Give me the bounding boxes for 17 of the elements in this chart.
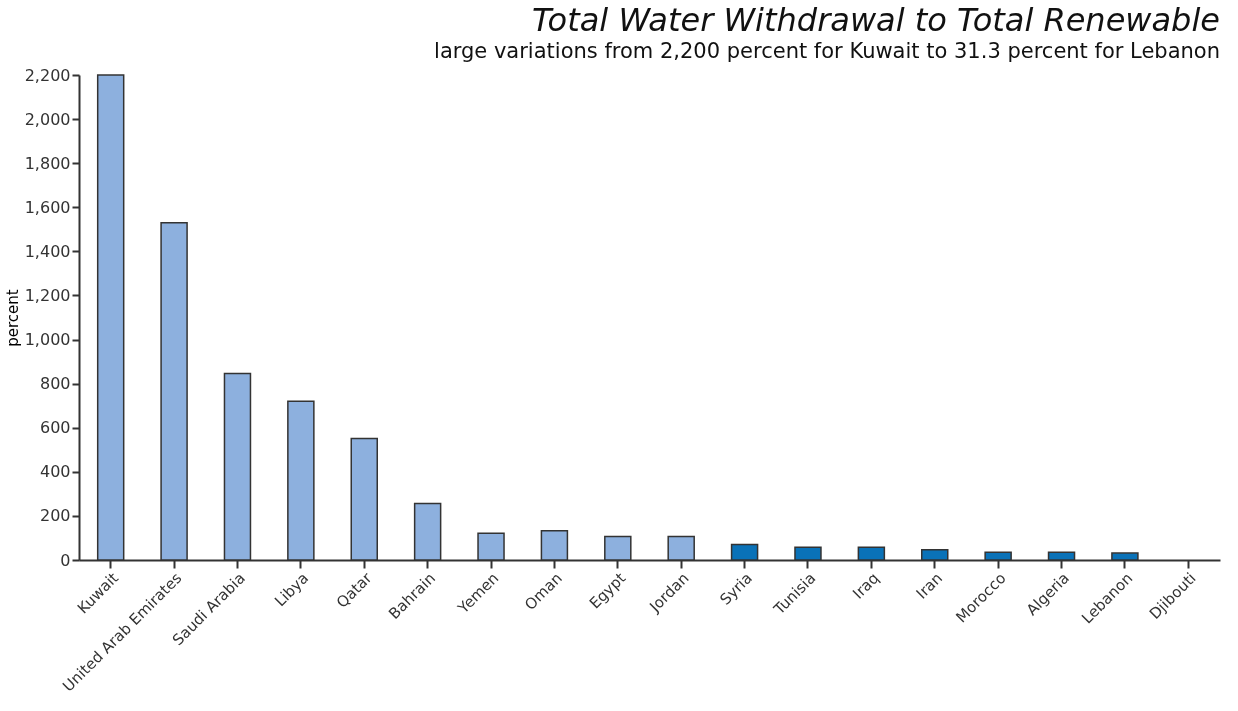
x-tick-label: Iraq xyxy=(849,569,883,603)
x-tick-label: Iran xyxy=(912,569,947,603)
y-tick-label: 1,400 xyxy=(24,241,71,261)
chart-title: Total Water Withdrawal to Total Renewable xyxy=(532,1,1220,39)
chart-subtitle: large variations from 2,200 percent for Kuwait to 31.3 percent for Lebanon xyxy=(434,39,1220,63)
y-tick-label: 200 xyxy=(39,506,71,526)
y-tick-label: 0 xyxy=(60,550,71,570)
y-tick-label: 1,200 xyxy=(24,285,71,305)
y-tick-label: 1,800 xyxy=(24,153,71,173)
y-axis-title: percent xyxy=(3,289,22,347)
y-tick-label: 800 xyxy=(39,374,71,394)
y-tick-label: 2,200 xyxy=(24,65,71,85)
y-tick-label: 1,600 xyxy=(24,197,71,217)
y-tick-label: 2,000 xyxy=(24,109,71,129)
y-tick-label: 600 xyxy=(39,418,71,438)
y-tick-label: 400 xyxy=(39,462,71,482)
y-tick-label: 1,000 xyxy=(24,330,71,350)
